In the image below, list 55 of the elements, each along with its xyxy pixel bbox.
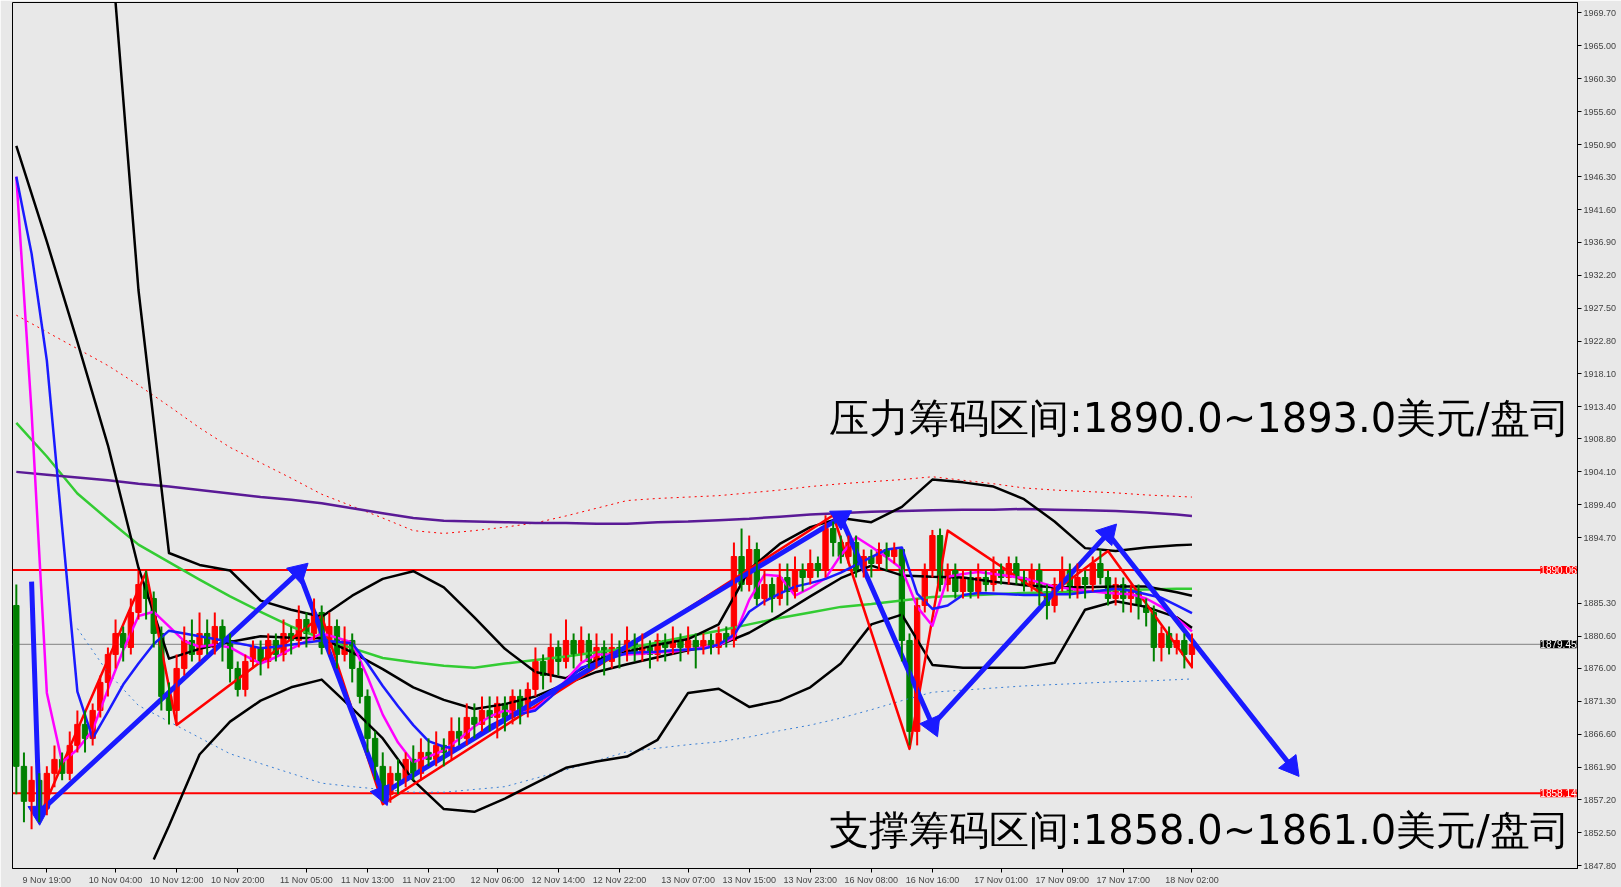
y-tick-label: 1932.20 — [1583, 270, 1617, 281]
x-tick-label: 12 Nov 22:00 — [592, 874, 647, 885]
y-tick-label: 1866.60 — [1583, 729, 1617, 740]
y-tick-label: 1904.10 — [1583, 466, 1617, 477]
y-tick-label: 1871.30 — [1583, 696, 1617, 707]
y-tick-label: 1960.30 — [1583, 73, 1617, 84]
x-tick-label: 12 Nov 06:00 — [470, 874, 525, 885]
x-tick-label: 16 Nov 08:00 — [844, 874, 899, 885]
annotation: 压力筹码区间:1890.0~1893.0美元/盘司 — [829, 395, 1570, 442]
x-tick-label: 16 Nov 16:00 — [905, 874, 960, 885]
annotation: 支撑筹码区间:1858.0~1861.0美元/盘司 — [829, 806, 1570, 853]
y-tick-label: 1927.50 — [1583, 303, 1617, 314]
point — [1095, 523, 1118, 547]
x-tick-label: 17 Nov 01:00 — [974, 874, 1028, 885]
x-tick-label: 17 Nov 09:00 — [1035, 874, 1089, 885]
y-tick-label: 1899.40 — [1583, 499, 1617, 510]
x-tick-label: 10 Nov 12:00 — [149, 874, 204, 885]
point — [286, 562, 309, 585]
y-tick-label: 1861.90 — [1583, 762, 1617, 773]
y-tick-label: 1941.60 — [1583, 204, 1617, 215]
y-tick-label: 1857.20 — [1583, 794, 1617, 805]
y-tick-label: 1913.40 — [1583, 401, 1617, 412]
x-tick-label: 11 Nov 21:00 — [402, 874, 455, 885]
x-tick-label: 12 Nov 14:00 — [531, 874, 586, 885]
y-tick-label: 1885.30 — [1583, 598, 1617, 609]
x-tick-label: 11 Nov 05:00 — [279, 874, 333, 885]
x-tick-label: 18 Nov 02:00 — [1165, 874, 1219, 885]
y-tick-label: 1955.60 — [1583, 106, 1617, 117]
x-tick-label: 17 Nov 17:00 — [1096, 874, 1151, 885]
y-tick-label: 1852.50 — [1583, 827, 1617, 838]
point — [919, 714, 941, 738]
x-tick-label: 13 Nov 23:00 — [783, 874, 838, 885]
y-tick-label: 1946.30 — [1583, 171, 1617, 182]
x-tick-label: 11 Nov 13:00 — [341, 874, 394, 885]
point — [829, 510, 853, 531]
y-tick-label: 1950.90 — [1583, 139, 1617, 150]
x-tick-label: 10 Nov 20:00 — [210, 874, 265, 885]
y-tick-label: 1918.10 — [1583, 368, 1617, 379]
line-series — [15, 470, 1194, 525]
y-tick-label: 1876.00 — [1583, 663, 1617, 674]
x-tick-label: 10 Nov 04:00 — [88, 874, 143, 885]
ref-line-label: 1890.06 — [1540, 565, 1577, 577]
y-tick-label: 1847.80 — [1583, 860, 1617, 871]
y-tick-label: 1894.70 — [1583, 532, 1617, 543]
y-tick-label: 1965.00 — [1583, 40, 1617, 51]
ref-line-label: 1879.45 — [1540, 639, 1577, 651]
y-tick-label: 1880.60 — [1583, 631, 1617, 642]
y-tick-label: 1908.80 — [1583, 434, 1617, 444]
x-tick-label: 13 Nov 07:00 — [661, 874, 715, 885]
y-tick-label: 1922.80 — [1583, 336, 1617, 347]
x-tick-label: 9 Nov 19:00 — [22, 874, 72, 885]
x-tick-label: 13 Nov 15:00 — [722, 874, 776, 885]
ref-line-label: 1858.14 — [1540, 788, 1577, 800]
y-tick-label: 1936.90 — [1583, 237, 1617, 248]
y-tick-label: 1969.70 — [1583, 7, 1617, 18]
